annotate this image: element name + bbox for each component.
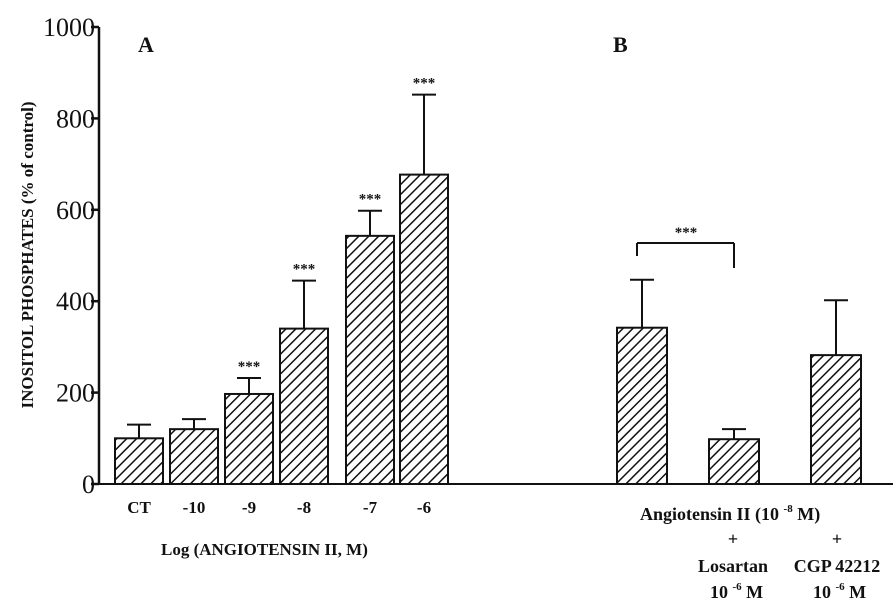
bracket-significance: *** [675, 225, 698, 241]
a-category-label-4: -7 [363, 498, 378, 517]
cgp-conc-base: 10 [813, 582, 831, 602]
y-axis-label: INOSITOL PHOSPHATES (% of control) [18, 102, 37, 409]
a-significance-2: *** [238, 359, 261, 375]
group-label-main: Angiotensin II (10 [640, 504, 779, 525]
y-tick-label-400: 400 [56, 287, 95, 316]
group-label-end: M) [797, 504, 820, 525]
y-tick-label-1000: 1000 [43, 13, 95, 42]
a-category-label-5: -6 [417, 498, 431, 517]
b-bar-2 [810, 354, 862, 485]
a-category-label-0: CT [127, 498, 151, 517]
cgp-conc: 10 -6 M [813, 574, 866, 602]
a-category-label-3: -8 [297, 498, 311, 517]
a-bar-2 [224, 392, 274, 486]
a-bar-3 [279, 327, 329, 485]
group-label-exp: -8 [784, 503, 794, 515]
a-significance-5: *** [413, 76, 436, 92]
a-bar-1 [169, 428, 219, 486]
panel-label-a: A [138, 32, 154, 57]
losartan-label: Losartan [698, 556, 768, 576]
cgp-label: CGP 42212 [794, 556, 881, 576]
cgp-conc-exp: -6 [836, 581, 846, 593]
a-significance-3: *** [293, 262, 316, 278]
significance-bracket: *** [636, 225, 735, 268]
panel-label-b: B [613, 32, 628, 57]
group-label-angiotensin: Angiotensin II (10 -8 M) [640, 496, 820, 525]
losartan-conc-unit: M [746, 582, 763, 602]
y-ticks: 0 200 400 600 800 1000 [43, 13, 99, 499]
x-axis-label: Log (ANGIOTENSIN II, M) [161, 540, 368, 559]
b-bar-0 [616, 326, 668, 485]
axes [97, 27, 893, 485]
category-labels-a: CT -10 -9 -8 -7 -6 [127, 498, 431, 517]
losartan-conc-base: 10 [710, 582, 728, 602]
cgp-conc-unit: M [849, 582, 866, 602]
a-category-label-2: -9 [242, 498, 256, 517]
losartan-conc: 10 -6 M [710, 574, 763, 602]
y-tick-label-600: 600 [56, 196, 95, 225]
a-significance-4: *** [359, 192, 382, 208]
b-bar-1 [708, 438, 760, 485]
bars-panel-a: *** *** *** *** [114, 76, 449, 486]
plus-cgp: + [832, 529, 842, 549]
y-tick-label-0: 0 [82, 470, 95, 499]
losartan-conc-exp: -6 [733, 581, 743, 593]
a-bar-4 [345, 234, 395, 485]
a-bar-0 [114, 437, 164, 485]
y-tick-label-800: 800 [56, 104, 95, 133]
a-bar-5 [399, 173, 449, 485]
a-category-label-1: -10 [183, 498, 206, 517]
plus-losartan: + [728, 529, 738, 549]
bars-panel-b [616, 278, 862, 485]
y-tick-label-200: 200 [56, 379, 95, 408]
